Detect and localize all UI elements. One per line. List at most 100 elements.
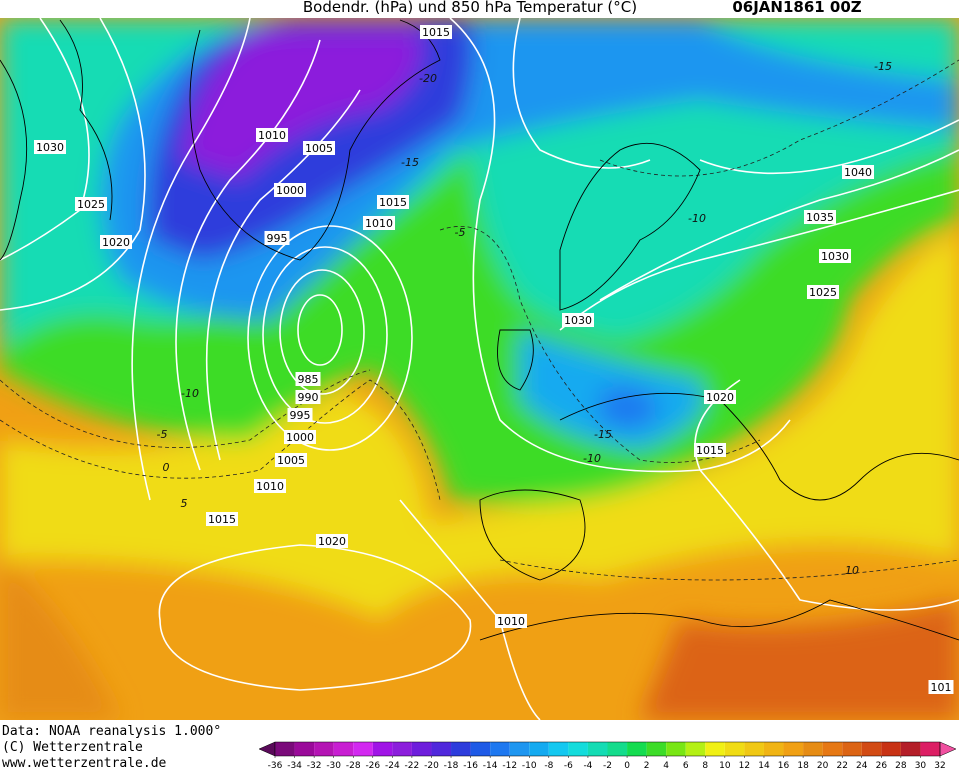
colorbar-tick-label: 26 bbox=[876, 761, 888, 770]
colorbar-swatch bbox=[783, 742, 804, 756]
isobar-label: 1005 bbox=[305, 142, 333, 155]
colorbar-tick-label: 8 bbox=[702, 761, 708, 770]
colorbar-swatch bbox=[646, 742, 667, 756]
colorbar-tick-label: -36 bbox=[268, 761, 283, 770]
colorbar-tick-label: -2 bbox=[603, 761, 612, 770]
colorbar-swatch bbox=[490, 742, 510, 756]
isobar-label-box bbox=[34, 140, 66, 154]
isobar-label-box bbox=[495, 614, 527, 628]
isobar-label-box bbox=[287, 408, 313, 422]
isobar-label-box bbox=[75, 197, 107, 211]
colorbar-swatch bbox=[451, 742, 471, 756]
temperature-label: -10 bbox=[688, 212, 706, 225]
colorbar-tick-label: -16 bbox=[463, 761, 478, 770]
isobar-label-box bbox=[704, 390, 736, 404]
isobar-label: 990 bbox=[298, 391, 319, 404]
isobar-label: 1020 bbox=[706, 391, 734, 404]
isobar-label: 1015 bbox=[422, 26, 450, 39]
colorbar-swatch bbox=[763, 742, 784, 756]
isobar-label-box bbox=[303, 141, 335, 155]
colorbar-tick-label: 22 bbox=[836, 761, 847, 770]
temperature-label: 0 bbox=[163, 461, 170, 474]
isobar-label-box bbox=[275, 453, 307, 467]
isobar-label-box bbox=[295, 390, 321, 404]
colorbar-tick-label: 12 bbox=[739, 761, 750, 770]
colorbar-swatch bbox=[411, 742, 432, 756]
isobar-label: 1000 bbox=[276, 184, 304, 197]
colorbar-swatch bbox=[314, 742, 334, 756]
temperature-label: -5 bbox=[455, 226, 466, 239]
footer-line: (C) Wetterzentrale bbox=[2, 740, 143, 755]
colorbar-tick-label: 30 bbox=[915, 761, 927, 770]
colorbar-swatch bbox=[666, 742, 686, 756]
isobar-label-box bbox=[562, 313, 594, 327]
temperature-label: -15 bbox=[874, 60, 892, 73]
isobar-label-box bbox=[928, 680, 954, 694]
isobar-label: 1005 bbox=[277, 454, 305, 467]
isobar-label: 1015 bbox=[379, 196, 407, 209]
colorbar: -36 -34 -32 -30 -28 -26 -24 -22 -20 -18 -16 -14 -12-… bbox=[258, 741, 957, 770]
isobar-label-box bbox=[819, 249, 851, 263]
colorbar-swatch bbox=[353, 742, 373, 756]
isobar-label-box bbox=[256, 128, 288, 142]
colorbar-swatch bbox=[392, 742, 412, 756]
colorbar-tick-label: -8 bbox=[544, 761, 553, 770]
colorbar-tick-label: 10 bbox=[719, 761, 731, 770]
isobar-label-box bbox=[420, 25, 452, 39]
isobar-label-box bbox=[264, 231, 290, 245]
temperature-contours bbox=[0, 59, 959, 581]
isobar-label: 1025 bbox=[77, 198, 105, 211]
temperature-label: 10 bbox=[845, 564, 859, 577]
isobar-label-box bbox=[694, 443, 726, 457]
map-date: 06JAN1861 00Z bbox=[732, 0, 861, 16]
colorbar-swatch bbox=[294, 742, 315, 756]
colorbar-swatch bbox=[509, 742, 530, 756]
temperature-label: 5 bbox=[181, 497, 188, 510]
temperature-label: -15 bbox=[594, 428, 612, 441]
colorbar-swatch bbox=[685, 742, 706, 756]
map-title: Bodendr. (hPa) und 850 hPa Temperatur (°… bbox=[303, 0, 637, 16]
colorbar-swatch bbox=[568, 742, 588, 756]
colorbar-swatch bbox=[548, 742, 569, 756]
isobar-label-box bbox=[274, 183, 306, 197]
isobar-label-box bbox=[100, 235, 132, 249]
colorbar-swatch bbox=[803, 742, 823, 756]
colorbar-tick-label: 20 bbox=[817, 761, 829, 770]
colorbar-tick-label: -6 bbox=[564, 761, 573, 770]
isobar-label: 1010 bbox=[365, 217, 393, 230]
colorbar-swatch bbox=[861, 742, 882, 756]
colorbar-tick-label: -18 bbox=[444, 761, 459, 770]
colorbar-tick-label: -24 bbox=[385, 761, 400, 770]
colorbar-tick-label: 18 bbox=[797, 761, 809, 770]
colorbar-tick-label: 0 bbox=[624, 761, 630, 770]
colorbar-tick-label: 24 bbox=[856, 761, 868, 770]
isobar-label: 1030 bbox=[564, 314, 592, 327]
colorbar-tick-label: 28 bbox=[895, 761, 907, 770]
colorbar-swatch bbox=[607, 742, 628, 756]
colorbar-swatch bbox=[275, 742, 295, 756]
isobar-label-box bbox=[284, 430, 316, 444]
colorbar-swatch bbox=[724, 742, 745, 756]
colorbar-swatch bbox=[822, 742, 843, 756]
colorbar-tick-label: -12 bbox=[502, 761, 517, 770]
colorbar-swatch bbox=[920, 742, 940, 756]
isobar-label-box bbox=[254, 479, 286, 493]
colorbar-tick-label: -14 bbox=[483, 761, 498, 770]
isobar-label-box bbox=[316, 534, 348, 548]
isobar-label: 1015 bbox=[208, 513, 236, 526]
isobar-label: 1025 bbox=[809, 286, 837, 299]
colorbar-tick-label: 32 bbox=[934, 761, 945, 770]
isobar-label-box bbox=[295, 372, 321, 386]
temperature-label: -20 bbox=[419, 72, 437, 85]
isobar-label: 101 bbox=[931, 681, 952, 694]
colorbar-tick-label: -10 bbox=[522, 761, 537, 770]
colorbar-swatch bbox=[529, 742, 549, 756]
isobar-label-box bbox=[363, 216, 395, 230]
temperature-field bbox=[0, 18, 959, 720]
colorbar-swatch bbox=[587, 742, 608, 756]
colorbar-swatch bbox=[627, 742, 647, 756]
temperature-label: -15 bbox=[401, 156, 419, 169]
colorbar-tick-label: -30 bbox=[326, 761, 341, 770]
isobar-label: 1020 bbox=[318, 535, 346, 548]
